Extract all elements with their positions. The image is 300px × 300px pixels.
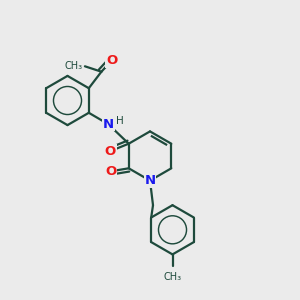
Text: O: O [105,165,116,178]
Text: O: O [104,145,116,158]
Text: O: O [106,54,118,67]
Text: H: H [116,116,124,126]
Text: CH₃: CH₃ [64,61,82,71]
Text: N: N [103,118,114,131]
Text: CH₃: CH₃ [164,272,181,282]
Text: N: N [144,174,156,187]
